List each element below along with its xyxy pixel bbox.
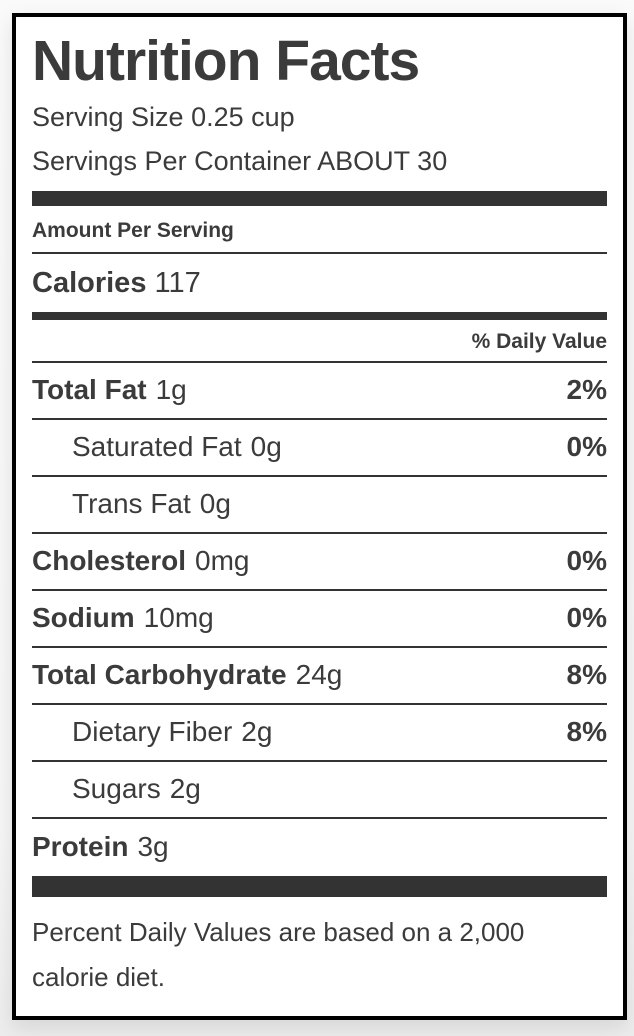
serving-size: Serving Size 0.25 cup <box>32 101 295 132</box>
nutrient-amount: 0mg <box>195 545 250 577</box>
nutrient-name: Cholesterol <box>32 545 187 577</box>
nutrient-row-sodium: Sodium 10mg 0% <box>32 591 607 648</box>
nutrition-facts-label: Nutrition Facts Serving Size 0.25 cup Se… <box>12 13 627 1020</box>
nutrient-daily-value: 0% <box>566 431 607 463</box>
nutrient-row-dietary-fiber: Dietary Fiber 2g 8% <box>32 705 607 762</box>
separator-bar-top <box>32 190 607 206</box>
nutrient-daily-value: 8% <box>566 716 607 748</box>
nutrient-name: Total Fat <box>32 374 147 406</box>
nutrient-name: Dietary Fiber <box>72 716 233 748</box>
calories-value: 117 <box>154 266 201 299</box>
nutrient-amount: 1g <box>155 374 187 406</box>
label-title: Nutrition Facts <box>32 29 420 93</box>
nutrient-amount: 2g <box>241 716 273 748</box>
calories-row: Calories 117 <box>32 254 607 312</box>
nutrient-amount: 0g <box>250 431 282 463</box>
daily-value-header: % Daily Value <box>32 320 607 363</box>
calories-label: Calories <box>32 266 147 299</box>
servings-per-container: Servings Per Container ABOUT 30 <box>32 145 448 176</box>
nutrient-amount: 24g <box>295 659 343 691</box>
nutrient-row-trans-fat: Trans Fat 0g <box>32 477 607 534</box>
nutrient-row-saturated-fat: Saturated Fat 0g 0% <box>32 420 607 477</box>
nutrient-row-total-carbohydrate: Total Carbohydrate 24g 8% <box>32 648 607 705</box>
nutrient-name: Trans Fat <box>72 488 191 520</box>
nutrient-daily-value: 0% <box>566 602 607 634</box>
nutrient-amount: 3g <box>137 831 169 863</box>
nutrient-row-sugars: Sugars 2g <box>32 762 607 819</box>
nutrient-name: Sodium <box>32 602 135 634</box>
nutrient-row-protein: Protein 3g <box>32 819 607 876</box>
nutrient-name: Protein <box>32 831 129 863</box>
separator-bar-calories <box>32 311 607 320</box>
nutrient-row-cholesterol: Cholesterol 0mg 0% <box>32 534 607 591</box>
separator-bar-bottom <box>32 875 607 897</box>
nutrient-daily-value: 0% <box>566 545 607 577</box>
nutrient-name: Saturated Fat <box>72 431 242 463</box>
nutrient-name: Sugars <box>72 773 161 805</box>
nutrient-amount: 2g <box>169 773 201 805</box>
nutrient-daily-value: 8% <box>566 659 607 691</box>
amount-per-serving-header: Amount Per Serving <box>32 206 607 254</box>
nutrient-name: Total Carbohydrate <box>32 659 287 691</box>
nutrient-daily-value: 2% <box>566 374 607 406</box>
nutrient-row-total-fat: Total Fat 1g 2% <box>32 363 607 420</box>
daily-value-footnote: Percent Daily Values are based on a 2,00… <box>32 916 525 992</box>
nutrient-amount: 0g <box>199 488 231 520</box>
nutrient-amount: 10mg <box>143 602 214 634</box>
